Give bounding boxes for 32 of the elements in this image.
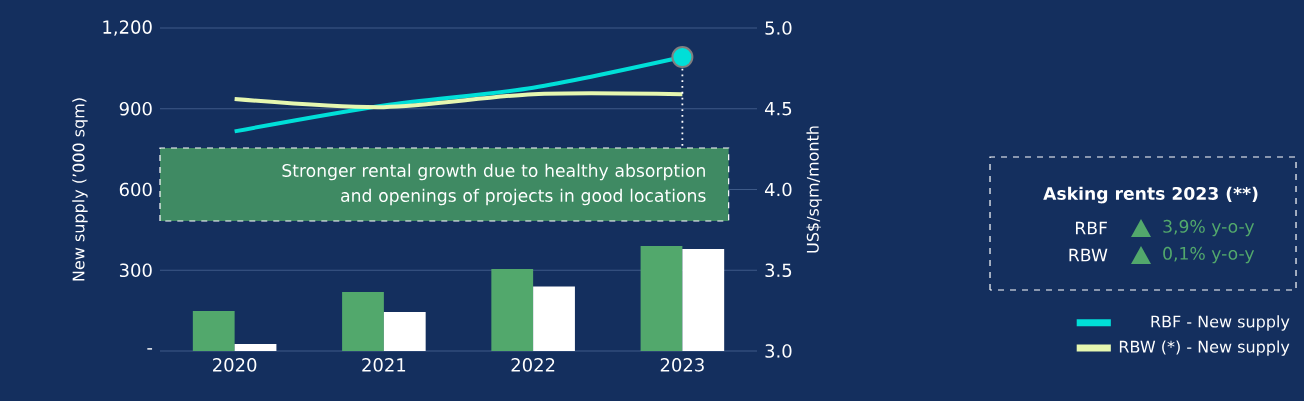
x-tick-label: 2022 (511, 358, 555, 372)
y-tick-label: 300 (119, 263, 152, 278)
y2-tick-label: 3.5 (765, 263, 792, 278)
text: RBW (1069, 248, 1108, 262)
x-tick-label: 2021 (362, 358, 406, 372)
text: RBF (1076, 221, 1107, 235)
y-axis-title: New supply (’000 sqm) (72, 98, 88, 281)
bar (491, 268, 534, 351)
legend-label: RBW (*) - New supply (1119, 340, 1290, 356)
y2-tick-label: 4.0 (764, 182, 792, 197)
y-tick-label: 600 (119, 182, 152, 197)
x-tick-label: 2020 (213, 358, 257, 372)
x-tick-label: 2023 (660, 358, 704, 372)
bar (192, 310, 235, 351)
bar (640, 246, 683, 351)
text: 0,1% y-o-y (1163, 246, 1255, 264)
bar (383, 311, 426, 351)
y2-tick-label: 4.5 (764, 102, 792, 116)
text: 3,9% y-o-y (1163, 219, 1255, 237)
y-tick-label: - (147, 348, 153, 350)
text: Asking rents 2023 (**) (1043, 186, 1258, 204)
y2-tick-label: 5.0 (765, 21, 792, 35)
text: RBF - New supply (1151, 315, 1290, 331)
bar (533, 286, 575, 351)
y-tick-label: 900 (119, 101, 152, 116)
y2-axis-title: US$/sqm/month (806, 126, 822, 253)
y-tick-label: 1,200 (103, 20, 152, 36)
bar (234, 344, 277, 351)
bar (342, 292, 384, 351)
y2-tick-label: 3.0 (765, 344, 792, 358)
annotation: Stronger rental growth due to healthy absorption and openings of projects in good locations (282, 163, 706, 206)
bar (682, 248, 725, 351)
